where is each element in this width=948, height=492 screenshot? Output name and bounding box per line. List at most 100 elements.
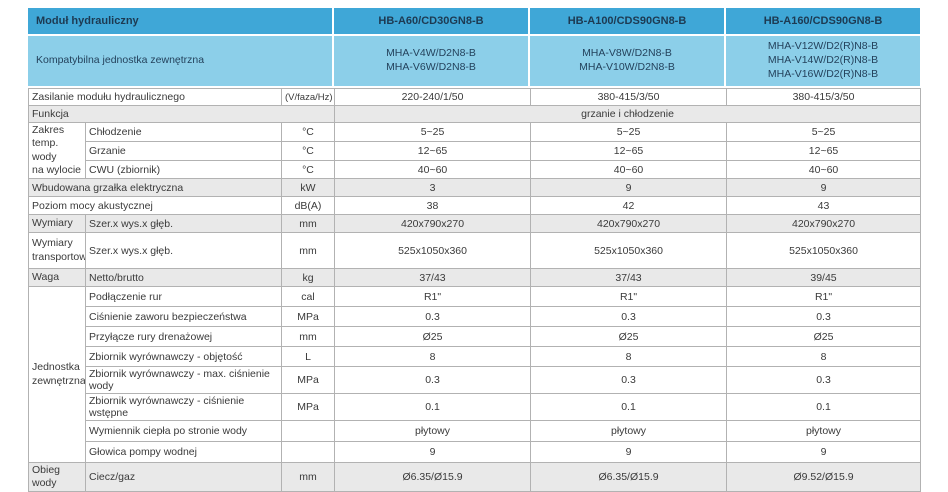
row-label: Wymiennik ciepła po stronie wody <box>84 420 283 442</box>
value-cell: 0.3 <box>334 306 532 327</box>
row-group-label-temp-range: Zakres temp. wody na wylocie <box>28 122 86 179</box>
unit-cell: MPa <box>281 366 336 394</box>
value-cell: 8 <box>726 346 922 367</box>
row-label: Szer.x wys.x głęb. <box>84 232 283 269</box>
value-cell: 38 <box>334 196 532 215</box>
value-cell: 525x1050x360 <box>334 232 532 269</box>
row-label: Szer.x wys.x głęb. <box>84 214 283 233</box>
model-column-header-3: HB-A160/CDS90GN8-B <box>726 8 920 34</box>
unit-cell: cal <box>281 286 336 307</box>
value-cell: 37/43 <box>530 268 728 287</box>
row-vessel-volume: Zbiornik wyrównawczy - objętość L 8 8 8 <box>29 346 922 367</box>
value-cell: Ø9.52/Ø15.9 <box>726 461 922 492</box>
row-dimensions-transport: Wymiary transportowe Szer.x wys.x głęb. … <box>28 232 922 269</box>
row-water-circuit: Obieg wody Ciecz/gaz mm Ø6.35/Ø15.9 Ø6.3… <box>28 461 922 492</box>
value-cell: 420x790x270 <box>726 214 922 233</box>
value-cell: 12~65 <box>530 141 728 161</box>
value-cell: 40~60 <box>334 160 532 179</box>
row-electric-heater: Wbudowana grzałka elektryczna kW 3 9 9 <box>27 178 922 197</box>
value-cell: 12~65 <box>334 141 532 161</box>
row-dhw-tank: CWU (zbiornik) °C 40~60 40~60 40~60 <box>29 160 922 179</box>
unit-cell: (V/faza/Hz) <box>281 88 336 106</box>
value-cell: R1" <box>726 286 922 307</box>
row-pipe-connection: Jednostka zewnętrzna Podłączenie rur cal… <box>28 286 922 463</box>
value-cell: 525x1050x360 <box>726 232 922 269</box>
row-function: Funkcja grzanie i chłodzenie <box>27 105 922 123</box>
model-column-header-2: HB-A100/CDS90GN8-B <box>530 8 724 34</box>
model-column-header-1: HB-A60/CD30GN8-B <box>334 8 528 34</box>
value-cell: 0.3 <box>334 366 532 394</box>
value-cell: 0.3 <box>726 306 922 327</box>
value-cell: 39/45 <box>726 268 922 287</box>
value-cell: Ø25 <box>530 326 728 347</box>
value-cell: Ø25 <box>726 326 922 347</box>
unit-cell <box>281 441 336 463</box>
value-cell: R1" <box>334 286 532 307</box>
row-weight: Waga Netto/brutto kg 37/43 37/43 39/45 <box>28 268 922 287</box>
unit-cell: °C <box>281 141 336 161</box>
value-cell: 0.3 <box>726 366 922 394</box>
value-cell: 420x790x270 <box>334 214 532 233</box>
value-cell: 380-415/3/50 <box>530 88 728 106</box>
value-cell: 9 <box>530 178 728 197</box>
value-cell: 12~65 <box>726 141 922 161</box>
row-vessel-max-pressure: Zbiornik wyrównawczy - max. ciśnienie wo… <box>29 366 922 394</box>
row-label: Poziom mocy akustycznej <box>27 196 283 215</box>
value-cell: 0.1 <box>334 393 532 421</box>
row-safety-valve-pressure: Ciśnienie zaworu bezpieczeństwa MPa 0.3 … <box>29 306 922 327</box>
row-heating: Grzanie °C 12~65 12~65 12~65 <box>29 141 922 161</box>
unit-cell: °C <box>281 160 336 179</box>
value-cell: 8 <box>530 346 728 367</box>
compat-row-label: Kompatybilna jednostka zewnętrzna <box>28 36 332 86</box>
row-label: Chłodzenie <box>84 122 283 142</box>
unit-cell: mm <box>281 461 336 492</box>
unit-cell: mm <box>281 214 336 233</box>
row-power: Zasilanie modułu hydraulicznego (V/faza/… <box>27 88 922 106</box>
value-cell: Ø25 <box>334 326 532 347</box>
unit-cell: kW <box>281 178 336 197</box>
row-label: Wbudowana grzałka elektryczna <box>27 178 283 197</box>
value-cell: płytowy <box>530 420 728 442</box>
row-group-label-outdoor-unit: Jednostka zewnętrzna <box>28 286 86 463</box>
row-label: Grzanie <box>84 141 283 161</box>
value-cell: Ø6.35/Ø15.9 <box>334 461 532 492</box>
unit-cell: MPa <box>281 306 336 327</box>
row-label: Funkcja <box>27 105 336 123</box>
row-label: Zasilanie modułu hydraulicznego <box>27 88 283 106</box>
spec-sheet: Moduł hydrauliczny HB-A60/CD30GN8-B HB-A… <box>27 8 922 492</box>
row-vessel-precharge: Zbiornik wyrównawczy - ciśnienie wstępne… <box>29 393 922 421</box>
unit-cell: kg <box>281 268 336 287</box>
value-cell: 5~25 <box>334 122 532 142</box>
spec-table: Zasilanie modułu hydraulicznego (V/faza/… <box>27 88 922 492</box>
unit-cell: °C <box>281 122 336 142</box>
value-cell: 380-415/3/50 <box>726 88 922 106</box>
row-heat-exchanger: Wymiennik ciepła po stronie wody płytowy… <box>29 420 922 442</box>
row-cooling: Zakres temp. wody na wylocie Chłodzenie … <box>28 122 922 179</box>
row-label: Głowica pompy wodnej <box>84 441 283 463</box>
value-cell: 8 <box>334 346 532 367</box>
row-group-label-water-circuit: Obieg wody <box>28 461 86 492</box>
value-cell: płytowy <box>334 420 532 442</box>
value-cell: 420x790x270 <box>530 214 728 233</box>
row-label: Zbiornik wyrównawczy - max. ciśnienie wo… <box>84 366 283 394</box>
value-cell: 0.3 <box>530 306 728 327</box>
unit-cell <box>281 420 336 442</box>
value-cell: 525x1050x360 <box>530 232 728 269</box>
row-label: Ciecz/gaz <box>84 461 283 492</box>
value-cell: 9 <box>726 178 922 197</box>
value-cell: R1" <box>530 286 728 307</box>
unit-cell: L <box>281 346 336 367</box>
unit-cell: dB(A) <box>281 196 336 215</box>
value-cell: 0.1 <box>530 393 728 421</box>
row-group-label-weight: Waga <box>28 268 86 287</box>
value-cell: grzanie i chłodzenie <box>334 105 922 123</box>
value-cell: 37/43 <box>334 268 532 287</box>
value-cell: 40~60 <box>530 160 728 179</box>
value-cell: 220-240/1/50 <box>334 88 532 106</box>
unit-cell: mm <box>281 232 336 269</box>
row-sound-power: Poziom mocy akustycznej dB(A) 38 42 43 <box>27 196 922 215</box>
row-label: Przyłącze rury drenażowej <box>84 326 283 347</box>
compat-units-cell-1: MHA-V4W/D2N8-B MHA-V6W/D2N8-B <box>334 36 528 86</box>
value-cell: 9 <box>726 441 922 463</box>
value-cell: 0.3 <box>530 366 728 394</box>
